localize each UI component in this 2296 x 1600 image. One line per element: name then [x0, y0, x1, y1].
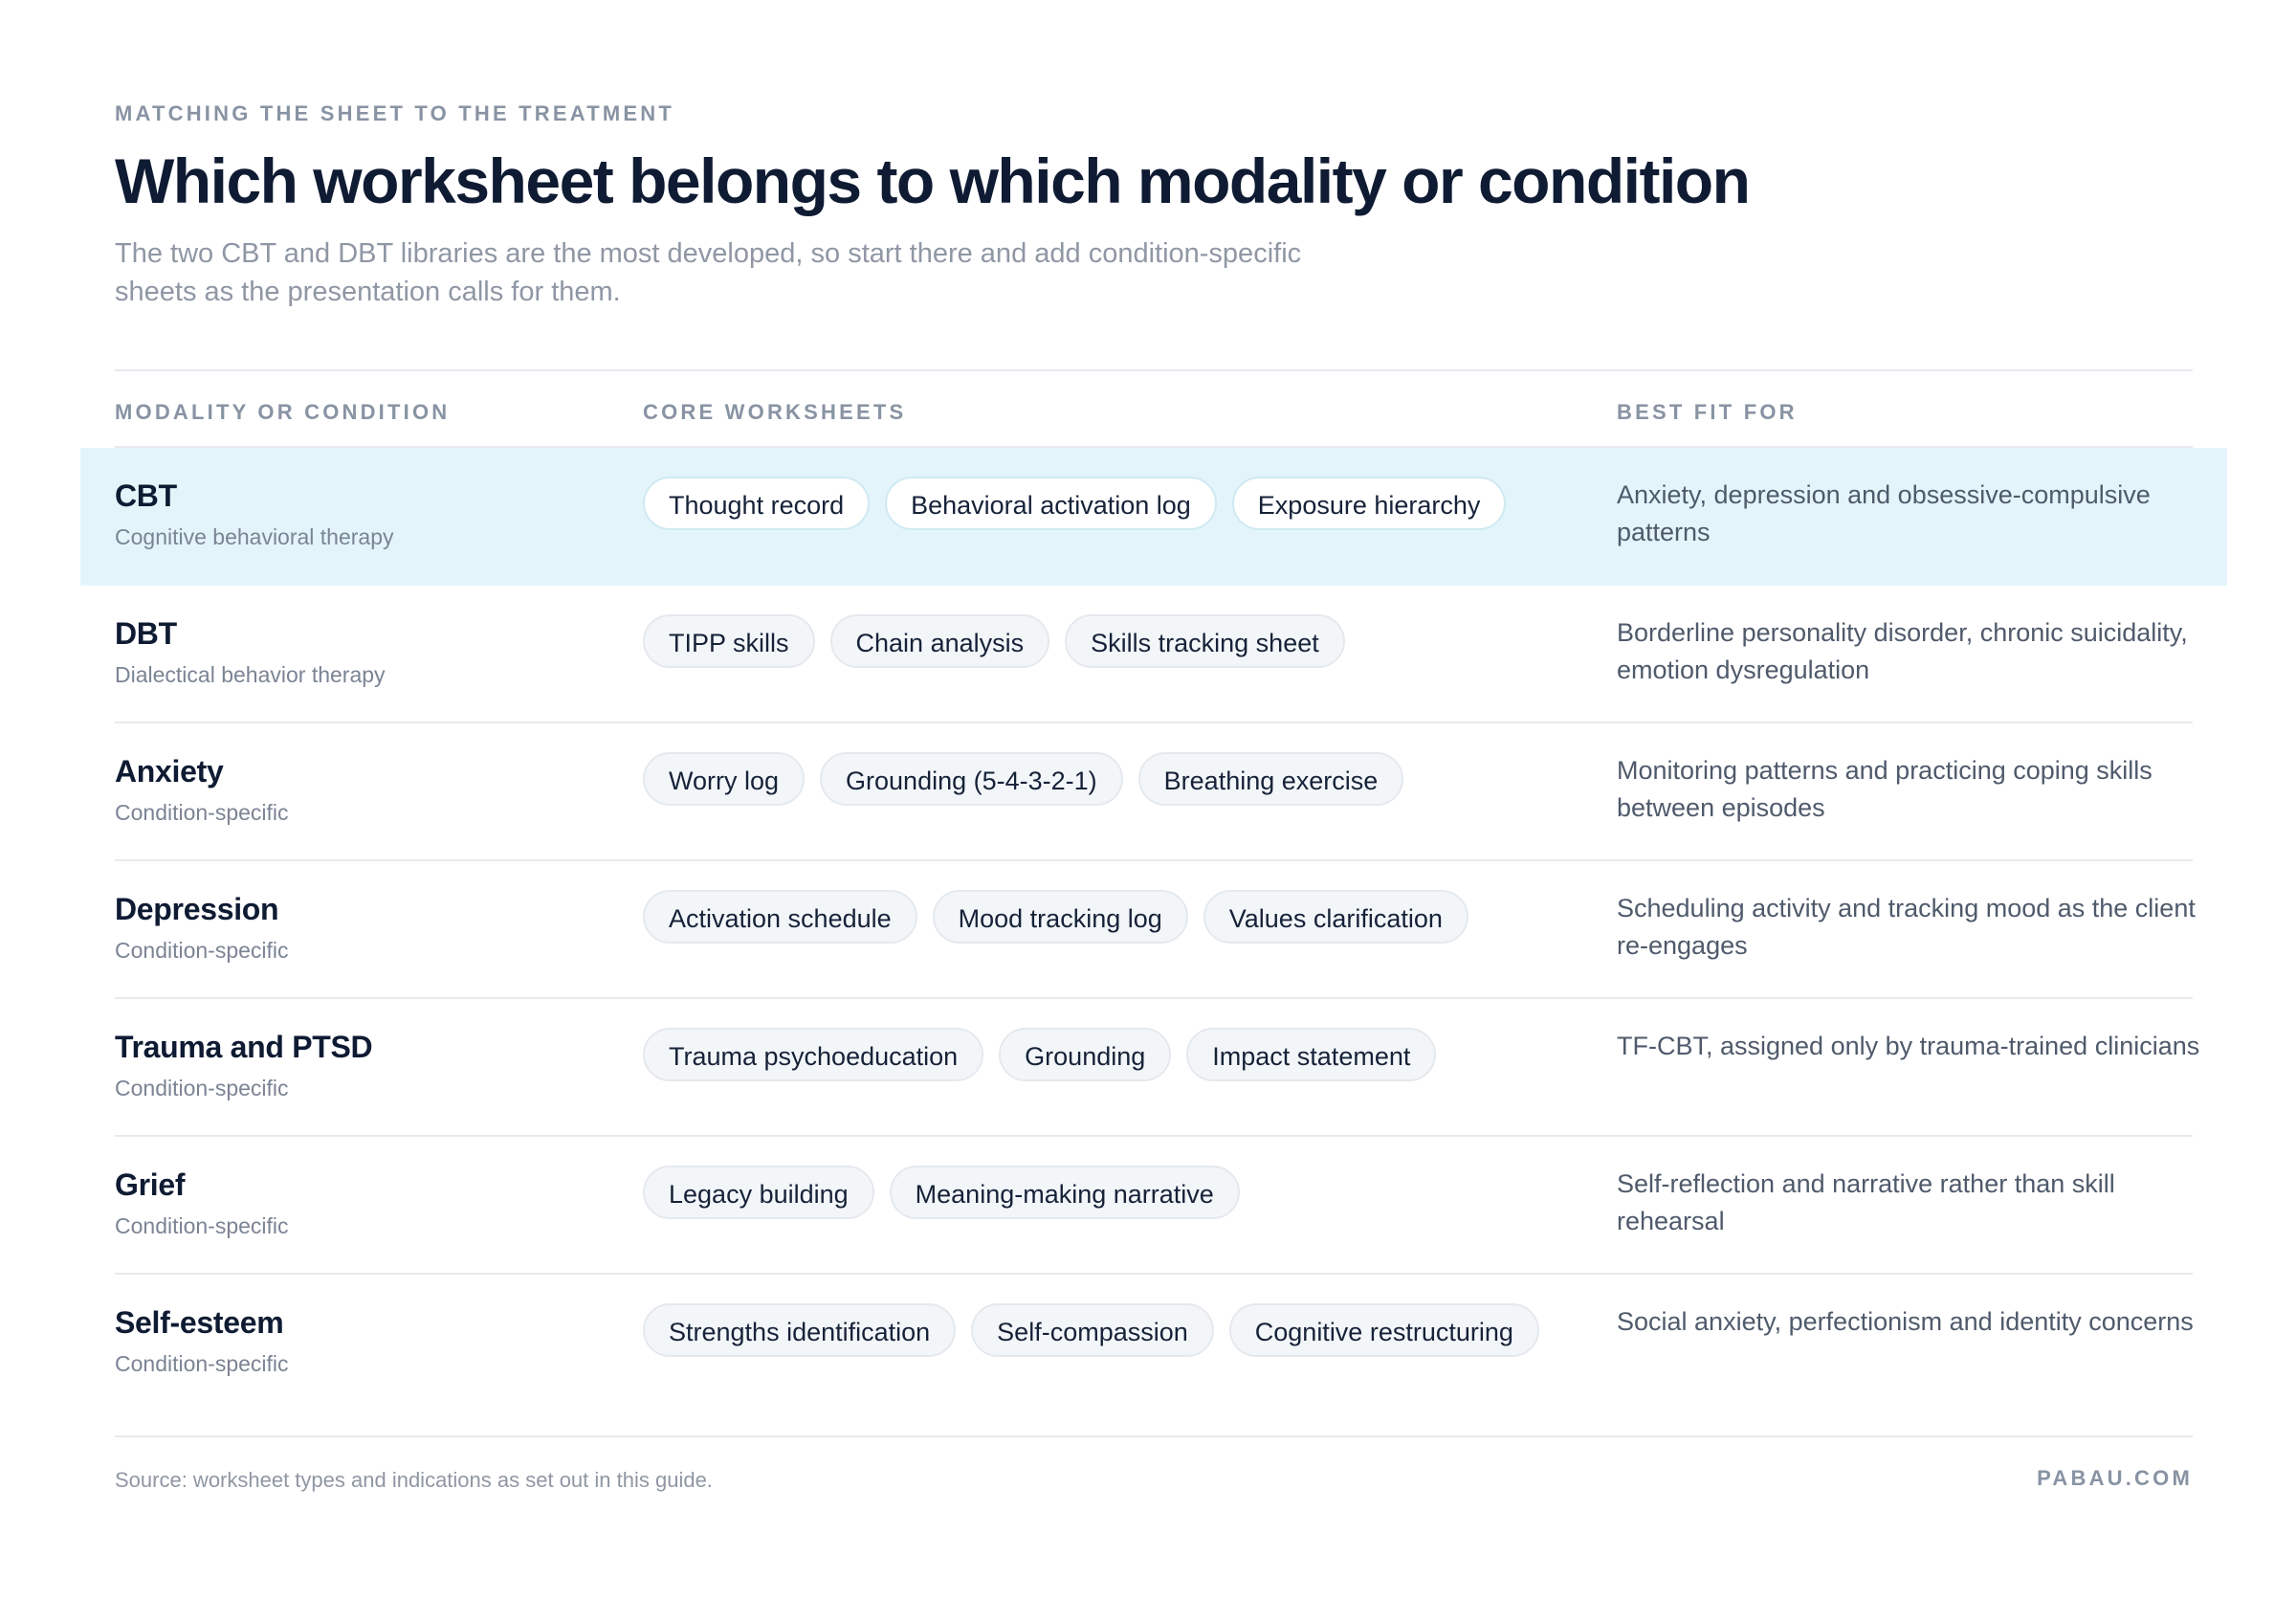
worksheet-chip: Exposure hierarchy: [1231, 477, 1507, 530]
source-note: Source: worksheet types and indications …: [115, 1468, 713, 1492]
row-subtitle: Condition-specific: [115, 1351, 289, 1376]
worksheet-chip: Values clarification: [1203, 890, 1468, 944]
table-row: Grief Condition-specific Legacy building Me…: [115, 1137, 2193, 1275]
best-fit-text: Social anxiety, perfectionism and identi…: [1617, 1307, 2194, 1336]
column-header-worksheets: CORE WORKSHEETS: [643, 400, 907, 424]
page-subtitle: The two CBT and DBT libraries are the mo…: [115, 238, 1302, 307]
table-row: DBT Dialectical behavior therapy TIPP skil…: [115, 586, 2193, 723]
worksheet-chips: Worry log Grounding (5-4-3-2-1) Breathing …: [643, 752, 1404, 806]
row-title: Trauma and PTSD: [115, 1030, 373, 1064]
best-fit-text: Scheduling activity and tracking mood as…: [1617, 894, 2196, 960]
row-title: Grief: [115, 1167, 186, 1202]
table-row: Self-esteem Condition-specific Strengths i…: [115, 1275, 2194, 1420]
worksheet-chip: Worry log: [643, 752, 806, 806]
best-fit-text: Monitoring patterns and practicing copin…: [1617, 756, 2152, 822]
table-header: MODALITY OR CONDITION CORE WORKSHEETS BE…: [115, 371, 2193, 448]
worksheet-chip: Skills tracking sheet: [1065, 614, 1345, 668]
table-row: Trauma and PTSD Condition-specific Trauma …: [115, 999, 2199, 1137]
page-title: Which worksheet belongs to which modalit…: [115, 145, 1751, 216]
table-row: CBT Cognitive behavioral therapy Thought r…: [80, 448, 2227, 586]
best-fit-text: Anxiety, depression and obsessive-compul…: [1617, 480, 2151, 546]
worksheet-chip: Breathing exercise: [1137, 752, 1404, 806]
row-subtitle: Condition-specific: [115, 1076, 289, 1100]
worksheet-chip: Self-compassion: [971, 1303, 1214, 1357]
column-header-modality: MODALITY OR CONDITION: [115, 400, 451, 424]
table-row: Depression Condition-specific Activation s…: [115, 861, 2196, 999]
worksheet-chip: Behavioral activation log: [885, 477, 1217, 530]
worksheet-chips: TIPP skills Chain analysis Skills tracking…: [643, 614, 1345, 668]
worksheet-chip: Activation schedule: [643, 890, 917, 944]
best-fit-text: TF-CBT, assigned only by trauma-trained …: [1617, 1032, 2200, 1060]
row-subtitle: Condition-specific: [115, 938, 289, 963]
worksheet-chip: Thought record: [643, 477, 871, 530]
row-title: Anxiety: [115, 754, 224, 789]
row-title: Self-esteem: [115, 1305, 284, 1340]
brand-mark: PABAU.COM: [2037, 1466, 2193, 1490]
table-row: Anxiety Condition-specific Worry log Ground…: [115, 723, 2193, 861]
row-subtitle: Cognitive behavioral therapy: [115, 524, 394, 549]
worksheet-chips: Activation schedule Mood tracking log Valu…: [643, 890, 1468, 944]
column-header-best-fit: BEST FIT FOR: [1617, 400, 1798, 424]
worksheet-chip: Strengths identification: [643, 1303, 957, 1357]
worksheet-chip: Trauma psychoeducation: [643, 1028, 984, 1081]
row-title: Depression: [115, 892, 279, 926]
row-subtitle: Dialectical behavior therapy: [115, 662, 386, 687]
worksheet-chips: Strengths identification Self-compassion C…: [643, 1303, 1539, 1357]
row-title: CBT: [115, 478, 177, 513]
row-subtitle: Condition-specific: [115, 800, 289, 825]
worksheet-chip: Grounding (5-4-3-2-1): [820, 752, 1123, 806]
worksheet-chip: Legacy building: [643, 1166, 874, 1219]
worksheet-chip: Mood tracking log: [932, 890, 1188, 944]
row-subtitle: Condition-specific: [115, 1213, 289, 1238]
worksheet-chip: Meaning-making narrative: [889, 1166, 1240, 1219]
worksheet-chips: Legacy building Meaning-making narrative: [643, 1166, 1240, 1219]
eyebrow: MATCHING THE SHEET TO THE TREATMENT: [115, 101, 674, 125]
worksheet-chips: Thought record Behavioral activation log E…: [643, 477, 1507, 530]
best-fit-text: Borderline personality disorder, chronic…: [1617, 618, 2188, 684]
worksheet-chips: Trauma psychoeducation Grounding Impact st…: [643, 1028, 1437, 1081]
footer: Source: worksheet types and indications …: [115, 1435, 2193, 1492]
worksheet-chip: Grounding: [999, 1028, 1172, 1081]
worksheet-chip: Impact statement: [1186, 1028, 1437, 1081]
worksheet-chip: Cognitive restructuring: [1228, 1303, 1539, 1357]
row-title: DBT: [115, 616, 177, 651]
worksheet-chip: TIPP skills: [643, 614, 815, 668]
worksheet-table: MODALITY OR CONDITION CORE WORKSHEETS BE…: [80, 369, 2227, 1420]
worksheet-chip: Chain analysis: [829, 614, 1050, 668]
best-fit-text: Self-reflection and narrative rather tha…: [1617, 1169, 2115, 1235]
table-body: CBT Cognitive behavioral therapy Thought r…: [80, 448, 2227, 1420]
